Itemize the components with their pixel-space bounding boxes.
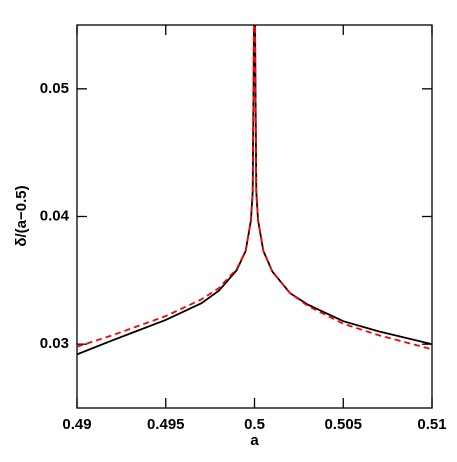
y-axis-label: δ/(a−0.5)	[13, 185, 30, 246]
plot-frame	[76, 24, 433, 409]
data-line	[77, 25, 432, 356]
x-tick-label: 0.495	[147, 416, 185, 433]
x-tick-label: 0.51	[417, 416, 446, 433]
x-tick-label: 0.505	[324, 416, 362, 433]
x-axis-label: a	[250, 432, 259, 449]
y-tick-label: 0.05	[40, 80, 69, 97]
x-tick-label: 0.49	[62, 416, 91, 433]
y-tick-label: 0.03	[40, 335, 69, 352]
data-line	[77, 25, 432, 351]
x-tick-label: 0.5	[244, 416, 265, 433]
y-tick-label: 0.04	[40, 207, 70, 224]
